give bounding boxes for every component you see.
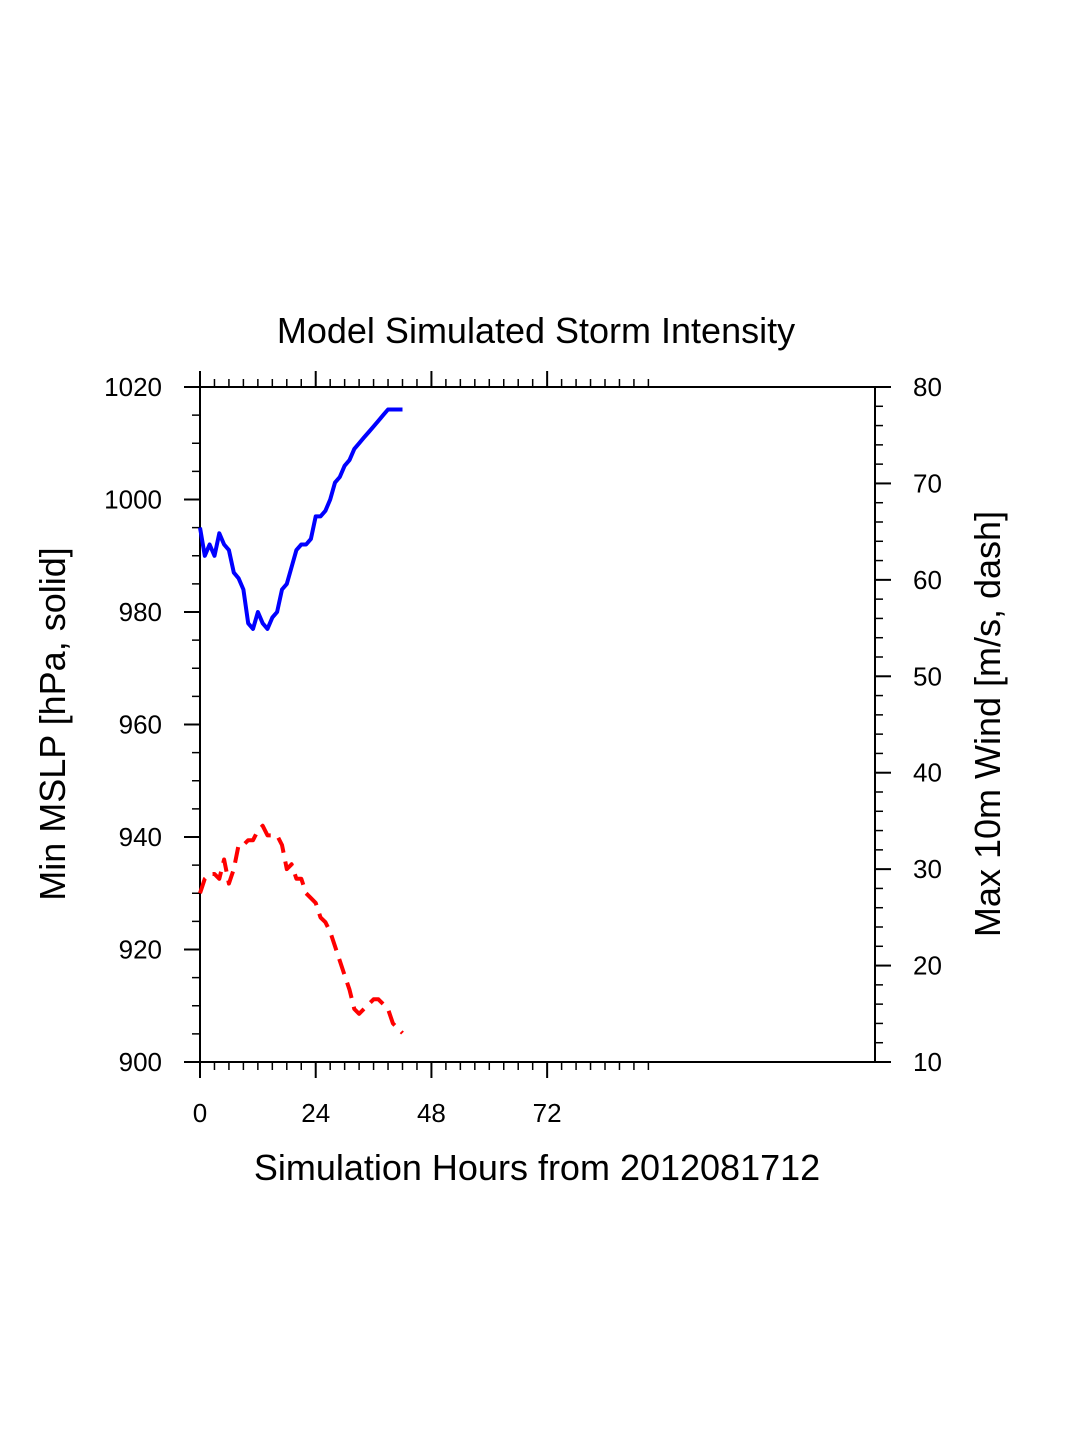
plot-frame — [199, 386, 876, 1063]
y-left-tick-label: 900 — [119, 1047, 162, 1077]
axis-ticks — [184, 371, 891, 1078]
x-tick-label: 48 — [417, 1098, 446, 1128]
wind-series-line — [198, 823, 404, 1035]
y-right-tick-label: 40 — [913, 758, 942, 788]
y-right-tick-label: 10 — [913, 1047, 942, 1077]
x-tick-label: 0 — [193, 1098, 207, 1128]
y-right-tick-label: 50 — [913, 661, 942, 691]
y-left-tick-label: 920 — [119, 935, 162, 965]
y-right-tick-label: 20 — [913, 951, 942, 981]
y-right-tick-label: 30 — [913, 854, 942, 884]
y-right-tick-label: 70 — [913, 468, 942, 498]
data-series — [198, 407, 404, 1035]
y-left-tick-label: 980 — [119, 597, 162, 627]
y-left-tick-label: 1020 — [104, 372, 162, 402]
y-right-tick-label: 60 — [913, 565, 942, 595]
y-left-tick-label: 1000 — [104, 485, 162, 515]
y-right-tick-label: 80 — [913, 372, 942, 402]
y-left-tick-label: 940 — [119, 822, 162, 852]
x-axis-label: Simulation Hours from 2012081712 — [254, 1147, 820, 1188]
chart-title: Model Simulated Storm Intensity — [277, 310, 795, 351]
y-axis-right-label: Max 10m Wind [m/s, dash] — [967, 511, 1008, 937]
mslp-series-line — [198, 407, 403, 631]
y-left-tick-label: 960 — [119, 710, 162, 740]
x-tick-label: 24 — [301, 1098, 330, 1128]
tick-labels: 0 24 48 72900920940960980100010201020304050… — [104, 372, 942, 1128]
x-tick-label: 72 — [533, 1098, 562, 1128]
y-axis-left-label: Min MSLP [hPa, solid] — [32, 547, 73, 901]
